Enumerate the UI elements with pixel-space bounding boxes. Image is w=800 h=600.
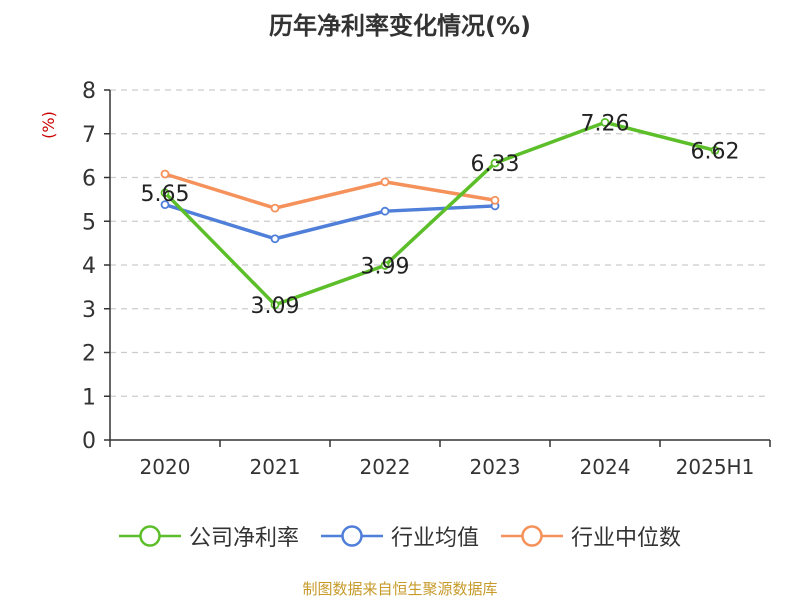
x-tick-label: 2021 bbox=[250, 455, 301, 479]
data-label: 6.62 bbox=[691, 139, 740, 164]
y-tick-label: 3 bbox=[82, 298, 96, 323]
data-point bbox=[270, 203, 280, 213]
data-label: 6.33 bbox=[471, 152, 520, 177]
data-label: 3.99 bbox=[361, 254, 410, 279]
data-point bbox=[710, 145, 720, 155]
y-tick-label: 1 bbox=[82, 385, 96, 410]
x-tick-label: 2025H1 bbox=[676, 455, 755, 479]
data-label: 5.65 bbox=[141, 182, 190, 207]
legend-marker-icon bbox=[320, 525, 383, 547]
source-note: 制图数据来自恒生聚源数据库 bbox=[302, 580, 498, 598]
series-line bbox=[163, 120, 716, 307]
y-tick-label: 5 bbox=[82, 210, 96, 235]
y-tick-label: 6 bbox=[82, 167, 96, 192]
data-label: 7.26 bbox=[581, 111, 630, 136]
legend-item[interactable]: 行业中位数 bbox=[501, 520, 681, 552]
series-line bbox=[164, 172, 496, 210]
legend-marker-icon bbox=[501, 525, 563, 547]
x-tick-label: 2022 bbox=[360, 455, 411, 479]
data-point bbox=[490, 195, 500, 205]
series-line bbox=[164, 202, 496, 241]
y-tick-label: 7 bbox=[82, 123, 96, 148]
y-tick-label: 4 bbox=[82, 254, 96, 279]
legend-label: 公司净利率 bbox=[188, 526, 299, 551]
y-axis-label: (%) bbox=[39, 111, 58, 139]
data-point bbox=[160, 200, 170, 210]
data-point bbox=[160, 169, 170, 179]
x-tick-label: 2024 bbox=[580, 455, 631, 479]
legend-item[interactable]: 行业均值 bbox=[320, 520, 479, 552]
y-tick-label: 0 bbox=[82, 429, 96, 454]
x-tick-label: 2020 bbox=[140, 455, 191, 479]
data-point bbox=[490, 158, 500, 168]
data-label: 3.09 bbox=[251, 294, 300, 319]
legend-item[interactable]: 公司净利率 bbox=[118, 520, 299, 552]
data-point bbox=[600, 117, 610, 127]
chart-title: 历年净利率变化情况(%) bbox=[269, 12, 531, 40]
x-tick-label: 2023 bbox=[470, 455, 521, 479]
legend: 公司净利率 行业均值 行业中位数 bbox=[0, 520, 800, 552]
legend-label: 行业中位数 bbox=[571, 526, 682, 551]
data-point bbox=[270, 234, 280, 244]
legend-label: 行业均值 bbox=[390, 526, 479, 551]
data-point bbox=[270, 300, 280, 310]
data-point bbox=[380, 206, 390, 216]
data-point bbox=[380, 261, 390, 270]
data-point bbox=[380, 177, 390, 187]
legend-marker-icon bbox=[118, 525, 181, 547]
y-tick-label: 8 bbox=[82, 79, 96, 104]
y-tick-label: 2 bbox=[82, 342, 96, 367]
data-point bbox=[160, 188, 170, 198]
